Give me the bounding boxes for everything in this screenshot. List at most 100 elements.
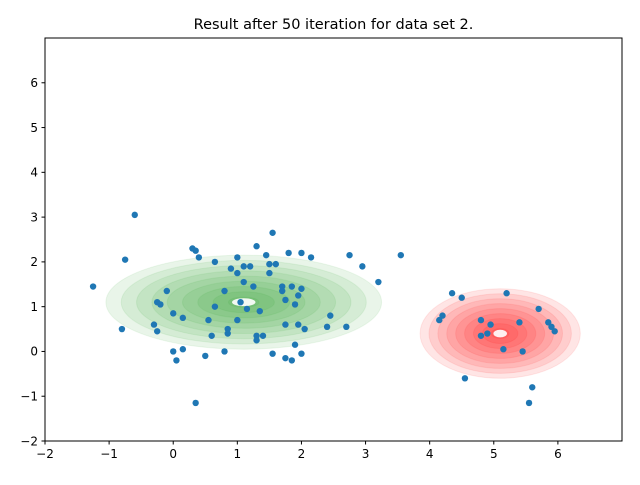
y-tick-label: 3 <box>30 210 38 224</box>
data-point <box>224 325 231 333</box>
y-tick-label: 0 <box>30 345 38 359</box>
data-point <box>375 278 382 286</box>
data-point <box>234 269 241 277</box>
plot-frame <box>44 37 623 442</box>
data-point <box>548 323 555 331</box>
data-point <box>208 332 215 339</box>
data-point <box>237 298 244 306</box>
data-point <box>551 328 558 335</box>
data-point <box>279 287 286 295</box>
data-point <box>458 294 465 301</box>
data-point <box>192 399 199 407</box>
x-tick-label: −1 <box>100 447 118 461</box>
data-point <box>295 321 302 328</box>
x-tick-label: 2 <box>298 447 306 461</box>
data-point <box>211 258 219 266</box>
data-point <box>192 247 199 254</box>
data-point <box>253 332 260 339</box>
x-tick-label: 0 <box>169 447 177 461</box>
y-tick-label: 4 <box>30 166 38 180</box>
data-point <box>282 321 289 328</box>
data-point <box>250 283 257 290</box>
chart-title: Result after 50 iteration for data set 2… <box>194 17 474 33</box>
data-point <box>516 319 523 326</box>
data-point <box>525 399 533 407</box>
data-point <box>221 287 228 295</box>
data-point <box>89 283 97 290</box>
data-point <box>439 312 446 319</box>
data-point <box>221 348 228 355</box>
data-point <box>346 251 353 259</box>
x-tick-label: 3 <box>362 447 370 461</box>
data-point <box>150 321 158 328</box>
y-tick-label: 6 <box>30 76 38 90</box>
data-point <box>227 265 235 272</box>
data-point <box>279 283 286 290</box>
x-tick-label: 1 <box>234 447 242 461</box>
y-tick-label: 2 <box>30 255 38 269</box>
data-point <box>500 346 507 353</box>
data-point <box>179 314 187 322</box>
data-point <box>170 310 177 317</box>
contour-center-0 <box>232 298 256 307</box>
data-point <box>253 243 260 250</box>
y-tick-label: 5 <box>30 121 38 135</box>
data-point <box>295 292 302 299</box>
data-point <box>173 357 180 364</box>
data-point <box>118 325 126 333</box>
data-point <box>153 328 161 335</box>
data-point <box>301 325 308 333</box>
data-point <box>224 330 231 337</box>
data-point <box>291 301 299 308</box>
data-point <box>282 296 289 304</box>
data-point <box>163 287 171 295</box>
data-point <box>298 285 305 292</box>
data-point <box>484 330 491 337</box>
data-point <box>272 260 279 268</box>
x-axis: −2 −1 0 1 2 3 4 5 6 <box>36 441 562 461</box>
data-point <box>253 337 260 344</box>
data-point <box>282 354 289 362</box>
data-point <box>503 290 510 297</box>
data-point <box>343 323 350 331</box>
x-tick-label: −2 <box>36 447 54 461</box>
data-point <box>298 249 305 257</box>
data-point <box>529 384 536 391</box>
y-axis: −2 −1 0 1 2 3 4 5 6 <box>20 76 45 448</box>
data-point <box>246 263 254 270</box>
point-layer <box>89 211 558 407</box>
data-point <box>240 263 247 270</box>
contour-layer <box>105 254 581 379</box>
y-tick-label: 1 <box>30 300 38 314</box>
data-point <box>436 316 443 324</box>
data-point <box>157 301 164 308</box>
data-point <box>179 346 187 353</box>
data-point <box>461 375 469 382</box>
data-point <box>269 229 276 236</box>
data-point <box>262 251 270 259</box>
data-point <box>487 321 494 328</box>
data-point <box>170 348 177 355</box>
x-tick-label: 5 <box>490 447 498 461</box>
data-point <box>266 260 273 268</box>
data-point <box>477 332 485 339</box>
data-point <box>307 254 315 261</box>
data-point <box>234 316 241 324</box>
data-point <box>234 254 241 261</box>
data-point <box>477 316 485 324</box>
data-point <box>211 303 219 310</box>
data-point <box>545 319 552 326</box>
data-point <box>243 305 251 313</box>
x-tick-label: 4 <box>426 447 434 461</box>
data-point <box>131 211 138 219</box>
data-point <box>323 323 331 331</box>
data-point <box>288 283 296 290</box>
data-point <box>448 290 456 297</box>
data-point <box>535 305 542 313</box>
contour-center-1 <box>493 329 508 338</box>
y-tick-label: −1 <box>20 390 38 404</box>
data-point <box>519 348 526 355</box>
data-point <box>288 357 296 364</box>
